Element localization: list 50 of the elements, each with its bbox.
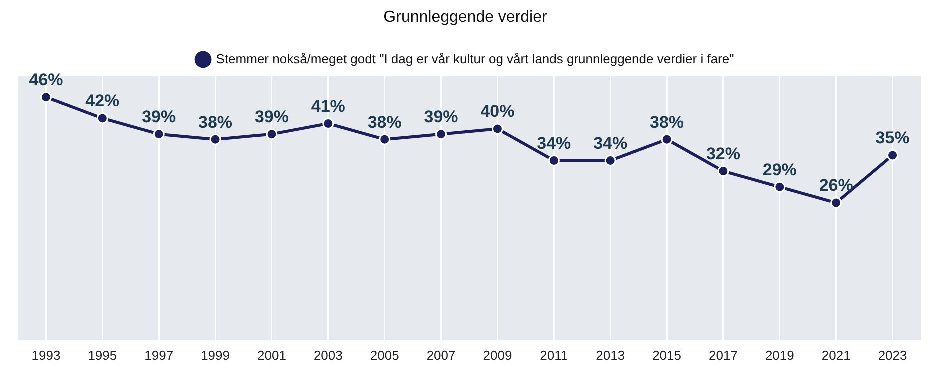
x-tick-label: 2011 bbox=[540, 348, 568, 363]
x-tick-label: 2023 bbox=[878, 348, 908, 363]
x-tick-label: 2001 bbox=[258, 348, 286, 363]
data-label: 39% bbox=[424, 108, 458, 127]
point bbox=[548, 154, 560, 166]
x-tick-label: 2007 bbox=[426, 348, 456, 363]
x-tick-label: 1997 bbox=[144, 348, 174, 363]
data-label: 26% bbox=[819, 176, 854, 196]
point bbox=[492, 123, 504, 135]
data-label: 38% bbox=[198, 112, 233, 132]
data-label: 29% bbox=[762, 160, 797, 180]
x-tick-label: 2005 bbox=[370, 348, 400, 363]
data-label: 41% bbox=[311, 96, 346, 116]
data-label: 34% bbox=[537, 134, 572, 153]
point bbox=[210, 134, 222, 146]
point bbox=[718, 166, 730, 178]
x-tick-label: 1999 bbox=[201, 348, 230, 363]
data-label: 32% bbox=[706, 144, 740, 164]
point bbox=[830, 197, 842, 209]
x-tick-label: 2019 bbox=[765, 348, 794, 363]
chart-title: Grunnleggende verdier bbox=[384, 9, 548, 26]
data-label: 38% bbox=[368, 112, 402, 132]
x-tick-label: 2003 bbox=[314, 348, 343, 363]
data-label: 35% bbox=[876, 128, 910, 148]
data-label: 38% bbox=[650, 112, 684, 132]
x-tick-label: 1993 bbox=[32, 348, 61, 363]
x-tick-label: 1995 bbox=[88, 348, 118, 363]
x-tick-label: 2021 bbox=[822, 348, 851, 363]
point bbox=[322, 118, 334, 130]
point bbox=[604, 154, 616, 166]
data-label: 34% bbox=[594, 134, 628, 153]
point bbox=[436, 128, 448, 140]
x-tick-label: 2009 bbox=[483, 348, 512, 363]
point bbox=[96, 112, 108, 124]
data-label: 42% bbox=[86, 92, 120, 111]
point bbox=[774, 181, 786, 193]
data-label: 39% bbox=[254, 108, 289, 127]
point bbox=[266, 128, 278, 140]
point bbox=[379, 134, 391, 146]
data-label: 40% bbox=[480, 102, 515, 122]
point bbox=[40, 92, 52, 104]
data-label: 39% bbox=[142, 108, 176, 127]
point bbox=[153, 128, 165, 140]
data-label: 46% bbox=[29, 70, 64, 90]
x-tick-label: 2015 bbox=[652, 348, 682, 363]
point bbox=[661, 134, 673, 146]
x-tick-label: 2013 bbox=[596, 348, 626, 363]
point bbox=[887, 150, 899, 162]
x-tick-label: 2017 bbox=[709, 348, 738, 363]
legend-label: Stemmer nokså/meget godt "I dag er vår kultur og vårt lands grunnleggende verdier i fare" bbox=[216, 51, 735, 66]
